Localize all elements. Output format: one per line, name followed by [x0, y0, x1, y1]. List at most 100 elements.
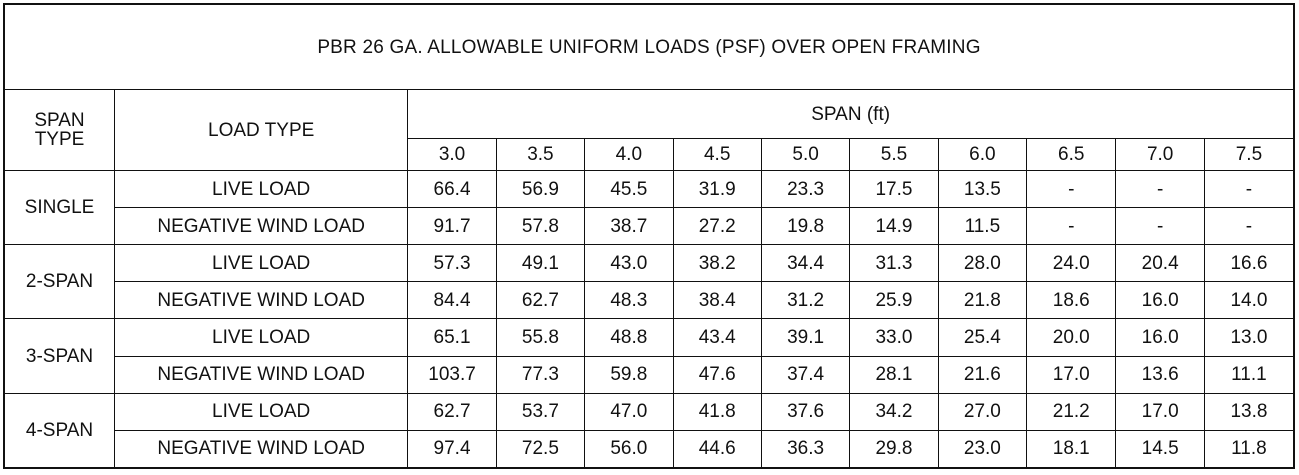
value-cell: 23.3: [760, 169, 851, 209]
value-cell: 17.5: [849, 169, 939, 209]
value-cell: 59.8: [584, 355, 674, 394]
value-cell: 11.8: [1203, 429, 1295, 469]
header-row-1: SPAN TYPE LOAD TYPE SPAN (ft): [3, 89, 1295, 171]
load-table: PBR 26 GA. ALLOWABLE UNIFORM LOADS (PSF)…: [3, 3, 1295, 469]
value-cell: 66.4: [407, 169, 497, 209]
value-cell: 48.3: [584, 281, 674, 320]
value-cell: 24.0: [1026, 244, 1117, 283]
value-cell: 47.0: [584, 392, 674, 431]
load-type-cell: NEGATIVE WIND LOAD: [113, 355, 409, 394]
value-cell: 18.6: [1026, 281, 1117, 320]
span-type-header-line1: SPAN: [34, 110, 85, 131]
span-values-row: 3.0 3.5 4.0 4.5 5.0 5.5 6.0 6.5 7.0 7.5: [4, 138, 1295, 171]
value-cell: 62.7: [495, 281, 586, 320]
span-type-cell: 4-SPAN: [3, 392, 115, 469]
span-group-header-label: SPAN (ft): [811, 103, 891, 125]
table-body: SINGLE LIVE LOAD 66.4 56.9 45.5 31.9 23.3 17.5 1…: [3, 169, 1295, 469]
value-cell: 31.9: [672, 169, 762, 209]
value-cell: 44.6: [672, 429, 762, 469]
load-type-cell: NEGATIVE WIND LOAD: [113, 207, 409, 246]
span-header-cell: 5.0: [760, 138, 851, 171]
value-cell: 16.0: [1115, 318, 1205, 357]
value-cell: 47.6: [672, 355, 762, 394]
table-row: NEGATIVE WIND LOAD 97.4 72.5 56.0 44.6 36.3 29…: [4, 429, 1295, 469]
value-cell: 28.0: [937, 244, 1028, 283]
value-cell: 17.0: [1026, 355, 1117, 394]
value-cell: 13.5: [937, 169, 1028, 209]
table-row: SINGLE LIVE LOAD 66.4 56.9 45.5 31.9 23.3 17.5 1…: [3, 169, 1295, 246]
span-header-cell: 7.5: [1203, 138, 1295, 171]
value-cell: 55.8: [495, 318, 586, 357]
value-cell: 72.5: [495, 429, 586, 469]
table-title: PBR 26 GA. ALLOWABLE UNIFORM LOADS (PSF)…: [3, 3, 1295, 90]
value-cell: 38.4: [672, 281, 762, 320]
value-cell: -: [1203, 169, 1295, 209]
table-row: 2-SPAN LIVE LOAD 57.3 49.1 43.0 38.2 34.4 31.3 2…: [3, 244, 1295, 320]
value-cell: 27.0: [937, 392, 1028, 431]
span-header-cell: 4.0: [584, 138, 674, 171]
span-header-cell: 4.5: [672, 138, 762, 171]
value-cell: 31.3: [849, 244, 939, 283]
value-cell: 13.8: [1203, 392, 1295, 431]
table-row: 4-SPAN LIVE LOAD 62.7 53.7 47.0 41.8 37.6 34.2 2…: [3, 392, 1295, 469]
span-type-header: SPAN TYPE: [3, 89, 115, 171]
value-cell: 56.0: [584, 429, 674, 469]
value-cell: 21.6: [937, 355, 1028, 394]
span-header-cell: 6.0: [937, 138, 1028, 171]
value-cell: 37.4: [760, 355, 851, 394]
value-cell: 34.4: [760, 244, 851, 283]
value-cell: 49.1: [495, 244, 586, 283]
value-cell: 21.2: [1026, 392, 1117, 431]
value-cell: 43.4: [672, 318, 762, 357]
load-type-cell: NEGATIVE WIND LOAD: [113, 281, 409, 320]
value-cell: -: [1026, 169, 1117, 209]
value-cell: 16.0: [1115, 281, 1205, 320]
span-type-cell: SINGLE: [3, 169, 115, 246]
span-type-header-line2: TYPE: [34, 129, 85, 150]
value-cell: 31.2: [760, 281, 851, 320]
value-cell: 43.0: [584, 244, 674, 283]
value-cell: 45.5: [584, 169, 674, 209]
value-cell: 37.6: [760, 392, 851, 431]
value-cell: 11.1: [1203, 355, 1295, 394]
value-cell: 57.8: [495, 207, 586, 246]
span-header-cell: 3.0: [407, 138, 497, 171]
load-type-cell: LIVE LOAD: [113, 244, 409, 283]
value-cell: 103.7: [407, 355, 497, 394]
value-cell: 36.3: [760, 429, 851, 469]
value-cell: 84.4: [407, 281, 497, 320]
load-type-header: LOAD TYPE: [113, 89, 409, 171]
value-cell: 14.0: [1203, 281, 1295, 320]
title-row: PBR 26 GA. ALLOWABLE UNIFORM LOADS (PSF)…: [3, 3, 1295, 90]
load-type-cell: LIVE LOAD: [113, 169, 409, 209]
value-cell: 20.0: [1026, 318, 1117, 357]
span-type-cell: 3-SPAN: [3, 318, 115, 394]
value-cell: 34.2: [849, 392, 939, 431]
value-cell: -: [1115, 169, 1205, 209]
table-row: NEGATIVE WIND LOAD 103.7 77.3 59.8 47.6 37.4 2…: [4, 355, 1295, 394]
value-cell: 25.4: [937, 318, 1028, 357]
span-type-cell: 2-SPAN: [3, 244, 115, 320]
load-type-cell: LIVE LOAD: [113, 318, 409, 357]
value-cell: 17.0: [1115, 392, 1205, 431]
value-cell: 39.1: [760, 318, 851, 357]
value-cell: 48.8: [584, 318, 674, 357]
value-cell: 11.5: [937, 207, 1028, 246]
value-cell: 57.3: [407, 244, 497, 283]
value-cell: 16.6: [1203, 244, 1295, 283]
value-cell: 38.7: [584, 207, 674, 246]
span-header-cell: 3.5: [495, 138, 586, 171]
span-header-cell: 5.5: [849, 138, 939, 171]
value-cell: -: [1115, 207, 1205, 246]
span-header-cell: 7.0: [1115, 138, 1205, 171]
value-cell: 33.0: [849, 318, 939, 357]
table-row: NEGATIVE WIND LOAD 91.7 57.8 38.7 27.2 19.8 14…: [4, 207, 1295, 246]
load-type-cell: NEGATIVE WIND LOAD: [113, 429, 409, 469]
table-row: NEGATIVE WIND LOAD 84.4 62.7 48.3 38.4 31.2 25…: [4, 281, 1295, 320]
value-cell: 56.9: [495, 169, 586, 209]
value-cell: 28.1: [849, 355, 939, 394]
value-cell: 18.1: [1026, 429, 1117, 469]
value-cell: 97.4: [407, 429, 497, 469]
value-cell: 27.2: [672, 207, 762, 246]
value-cell: 38.2: [672, 244, 762, 283]
